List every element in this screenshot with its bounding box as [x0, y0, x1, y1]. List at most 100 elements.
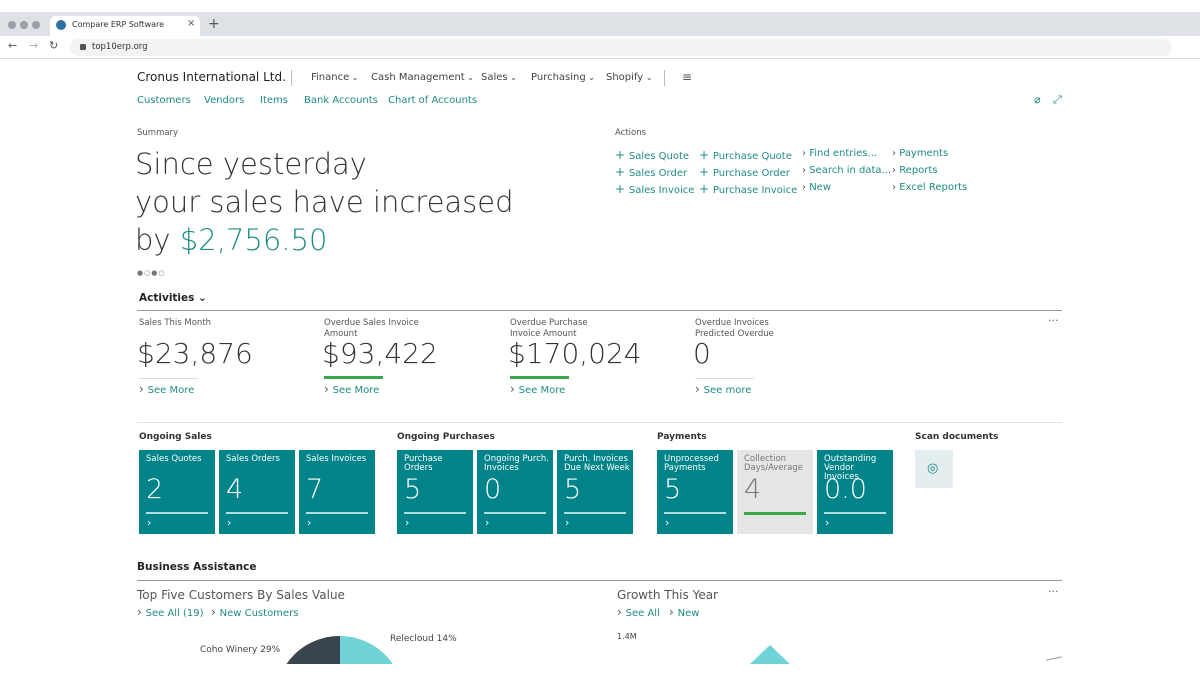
group-title: Payments — [657, 432, 707, 442]
camera-icon: ◎ — [927, 461, 939, 476]
action-link[interactable]: Purchase Quote — [699, 148, 792, 162]
section-label: Actions — [615, 128, 647, 138]
action-link[interactable]: Payments — [892, 148, 948, 159]
scan-tile[interactable]: ◎ — [915, 450, 953, 488]
tile-value: 5 — [404, 474, 422, 505]
tile-chevron: › — [565, 516, 570, 529]
kpi-value[interactable]: 0 — [693, 337, 711, 370]
panel-link[interactable]: New Customers — [211, 605, 299, 619]
divider — [137, 580, 1062, 581]
kpi-value[interactable]: $23,876 — [137, 337, 253, 370]
tile[interactable]: Sales Orders 4 › — [219, 450, 295, 534]
action-link[interactable]: New — [802, 182, 831, 193]
kpi-value[interactable]: $93,422 — [322, 337, 438, 370]
nav-menu[interactable]: Shopify — [606, 72, 652, 83]
section-label: Summary — [137, 128, 179, 138]
tile[interactable]: Collection Days/Average 4 — [737, 450, 813, 534]
action-link[interactable]: Excel Reports — [892, 182, 967, 193]
tile-label: Collection Days/Average — [744, 454, 803, 473]
group-title: Ongoing Purchases — [397, 432, 495, 442]
tab-title: Compare ERP Software — [72, 20, 165, 29]
see-more-link[interactable]: See More — [510, 382, 566, 396]
tile-label: Ongoing Purch. Invoices — [484, 454, 549, 473]
headline-line: your sales have increased — [135, 185, 514, 219]
section-title[interactable]: Activities ⌄ — [139, 292, 207, 304]
pie-slice — [340, 636, 393, 664]
nav-menu[interactable]: Purchasing — [531, 72, 595, 83]
chart-label: 1.4M — [617, 632, 637, 641]
tile[interactable]: Ongoing Purch. Invoices 0 › — [477, 450, 553, 534]
menu-button[interactable]: ≡ — [682, 70, 693, 84]
nav-link[interactable]: Customers — [137, 95, 191, 106]
new-tab[interactable]: + — [208, 16, 220, 32]
separator — [291, 70, 292, 86]
window-button[interactable] — [20, 21, 28, 29]
panel-link[interactable]: See All — [617, 605, 660, 619]
nav-menu[interactable]: Finance — [311, 72, 359, 83]
tab-close[interactable]: × — [187, 18, 196, 29]
tile-bar — [306, 512, 368, 514]
tile-bar — [484, 512, 546, 514]
window-button[interactable] — [32, 21, 40, 29]
nav-link[interactable]: Items — [260, 95, 288, 106]
tile[interactable]: Sales Quotes 2 › — [139, 450, 215, 534]
action-link[interactable]: Find entries... — [802, 148, 877, 159]
nav-menu[interactable]: Cash Management — [371, 72, 474, 83]
see-more-link[interactable]: See More — [324, 382, 380, 396]
tile[interactable]: Outstanding Vendor Invoices 0.0 › — [817, 450, 893, 534]
panel-link[interactable]: See All (19) — [137, 605, 204, 619]
tile-value: 0 — [484, 474, 502, 505]
action-link[interactable]: Sales Invoice — [615, 182, 695, 196]
tile[interactable]: Unprocessed Payments 5 › — [657, 450, 733, 534]
tile[interactable]: Sales Invoices 7 › — [299, 450, 375, 534]
action-link[interactable]: Purchase Invoice — [699, 182, 797, 196]
url-field[interactable]: top10erp.org — [70, 39, 1172, 56]
tile-chevron: › — [227, 516, 232, 529]
pin-icon[interactable]: ⌀ — [1034, 93, 1041, 106]
nav-menu[interactable]: Sales — [481, 72, 517, 83]
pie-slice — [286, 635, 340, 664]
headline-line: Since yesterday — [135, 147, 367, 181]
forward-button[interactable]: → — [29, 39, 39, 52]
kpi-underline — [695, 378, 754, 379]
url: top10erp.org — [92, 42, 148, 52]
growth-chart — [750, 645, 790, 664]
nav-link[interactable]: Bank Accounts — [304, 95, 378, 106]
back-button[interactable]: ← — [8, 39, 18, 52]
kpi-indicator — [324, 376, 383, 379]
tile-label: Sales Orders — [226, 454, 280, 464]
action-link[interactable]: Search in data... — [802, 165, 891, 176]
tile-chevron: › — [665, 516, 670, 529]
see-more-link[interactable]: See more — [695, 382, 752, 396]
browser-tab[interactable]: Compare ERP Software × — [50, 16, 200, 36]
tile[interactable]: Purch. Invoices Due Next Week 5 › — [557, 450, 633, 534]
panel-link[interactable]: New — [669, 605, 700, 619]
tile-label: Unprocessed Payments — [664, 454, 719, 473]
nav-link[interactable]: Chart of Accounts — [388, 95, 478, 106]
action-link[interactable]: Sales Order — [615, 165, 687, 179]
more-button[interactable]: ··· — [1048, 585, 1059, 598]
reload-button[interactable]: ↻ — [49, 39, 59, 52]
action-link[interactable]: Sales Quote — [615, 148, 689, 162]
action-link[interactable]: Purchase Order — [699, 165, 790, 179]
tile-chevron: › — [485, 516, 490, 529]
company-name[interactable]: Cronus International Ltd. — [137, 70, 286, 84]
kpi-value[interactable]: $170,024 — [508, 337, 642, 370]
more-button[interactable]: ··· — [1048, 314, 1059, 327]
tile-value: 4 — [226, 474, 244, 505]
tile-label: Purch. Invoices Due Next Week — [564, 454, 630, 473]
carousel-dots[interactable]: ●○●○ — [137, 269, 166, 277]
section-title: Business Assistance — [137, 561, 257, 573]
window-button[interactable] — [8, 21, 16, 29]
tile-bar — [744, 512, 806, 515]
tile[interactable]: Purchase Orders 5 › — [397, 450, 473, 534]
panel-title: Growth This Year — [617, 588, 718, 602]
activities-title: Activities — [139, 292, 195, 304]
headline-line: by $2,756.50 — [135, 221, 514, 259]
expand-icon[interactable]: ⤢ — [1053, 93, 1062, 106]
headline-text: by — [135, 223, 171, 257]
tile-bar — [146, 512, 208, 514]
action-link[interactable]: Reports — [892, 165, 937, 176]
see-more-link[interactable]: See More — [139, 382, 195, 396]
nav-link[interactable]: Vendors — [204, 95, 245, 106]
